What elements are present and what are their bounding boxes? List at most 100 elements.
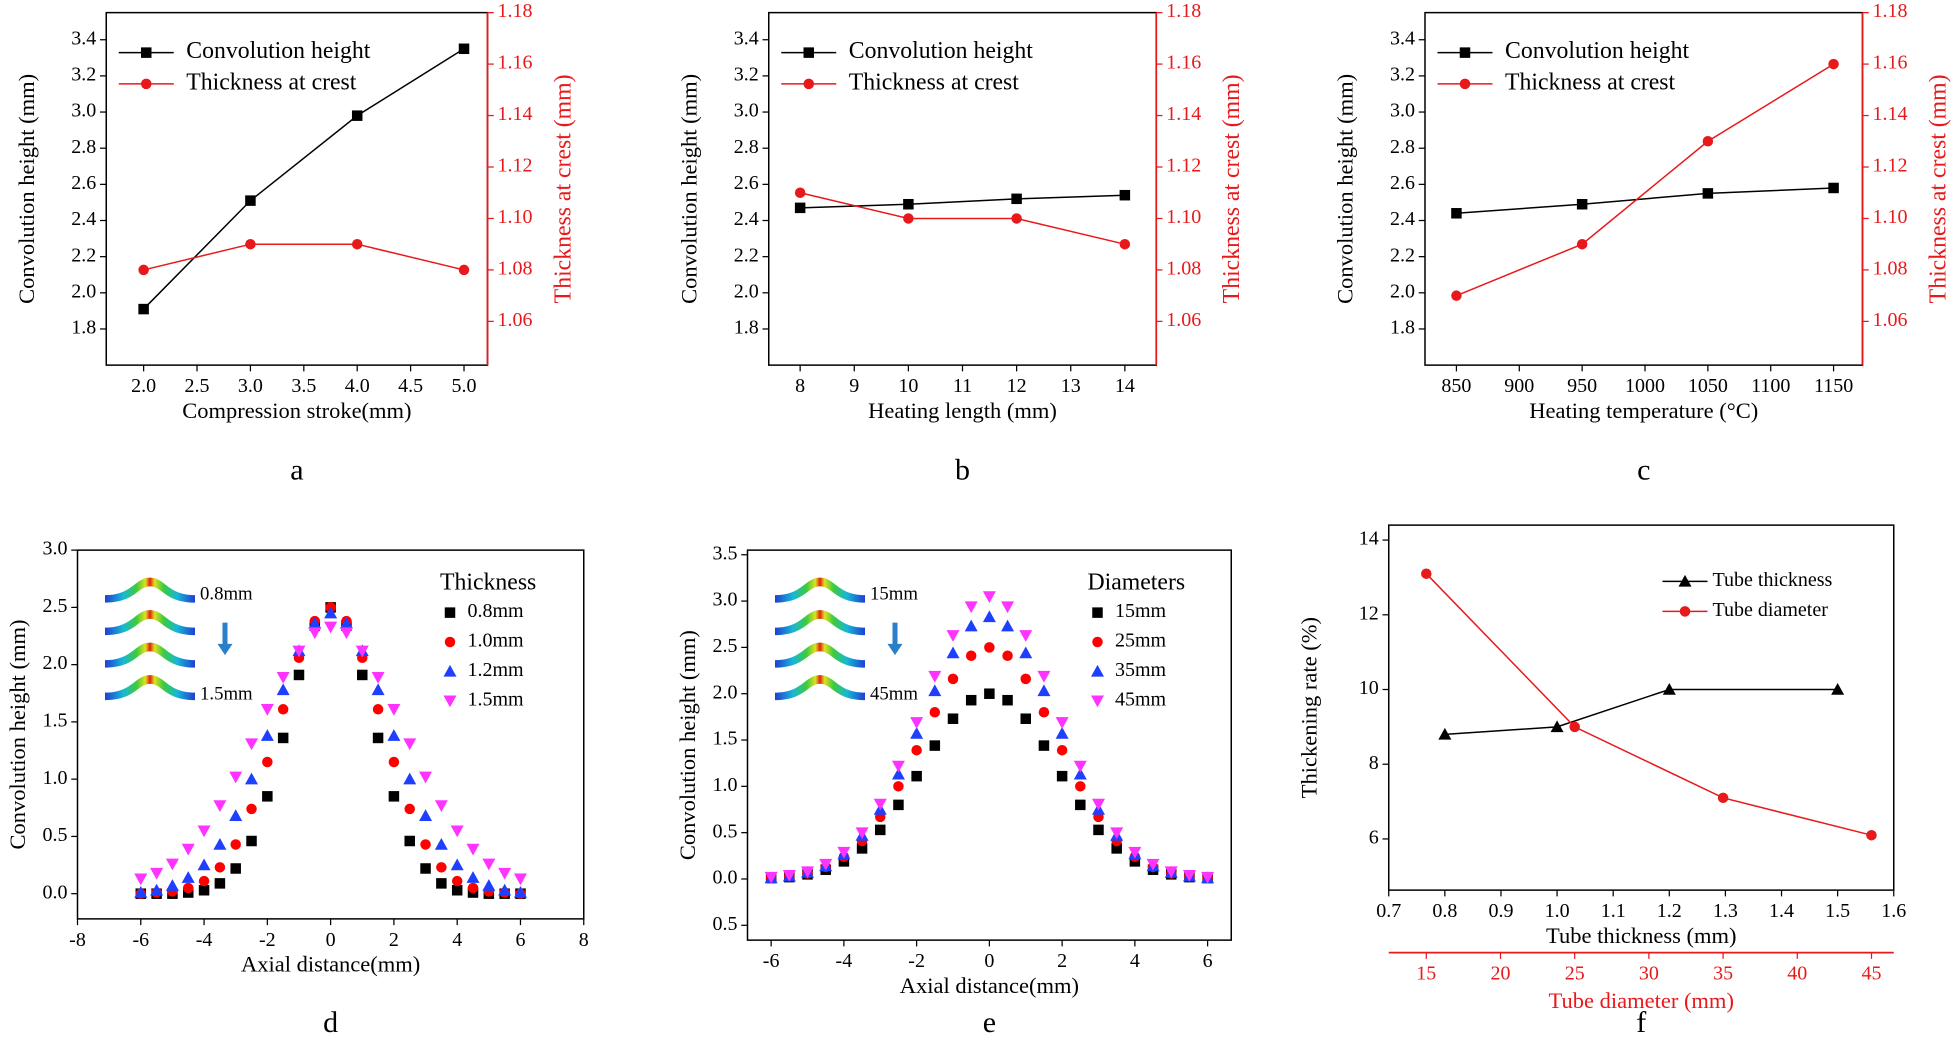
y-tick-label: 1.8	[71, 317, 96, 339]
y-tick-label: 1.5	[43, 709, 68, 731]
marker	[1110, 827, 1124, 840]
marker	[387, 729, 401, 741]
x-tick-label: 1.2	[1657, 900, 1682, 922]
marker	[262, 756, 273, 768]
marker	[372, 732, 384, 744]
y2-tick-label: 1.12	[1166, 155, 1201, 177]
x-tick-label: -4	[196, 929, 213, 951]
y-tick-label: 2.6	[1390, 172, 1415, 194]
marker	[444, 636, 456, 648]
marker	[308, 627, 322, 640]
x-tick-label: -2	[908, 950, 925, 972]
marker	[197, 825, 211, 838]
marker	[443, 664, 457, 677]
marker	[482, 858, 496, 871]
inset-shape	[775, 642, 865, 668]
x-tick-label: -6	[132, 929, 149, 951]
x2-tick-label: 30	[1639, 963, 1659, 985]
marker	[245, 238, 256, 250]
marker	[513, 886, 527, 898]
y2-tick-label: 1.18	[1873, 0, 1908, 22]
legend-label: Thickness at crest	[1505, 69, 1676, 95]
marker	[403, 738, 417, 751]
y2-tick-label: 1.18	[1166, 0, 1201, 22]
y2-tick-label: 1.16	[1873, 52, 1908, 74]
marker	[1056, 744, 1068, 756]
y2-tick-label: 1.10	[1873, 206, 1908, 228]
marker	[1828, 182, 1839, 194]
marker	[764, 871, 778, 884]
marker	[1119, 238, 1131, 250]
marker	[947, 673, 959, 685]
x-tick-label: 1050	[1688, 375, 1728, 397]
marker	[498, 867, 512, 880]
marker	[903, 198, 914, 210]
marker	[339, 616, 353, 629]
y-tick-label: 3.2	[71, 63, 96, 85]
marker	[911, 770, 922, 782]
y-tick-label: 3.4	[71, 27, 96, 49]
legend-label: 1.5mm	[468, 688, 525, 710]
y2-tick-label: 1.18	[498, 0, 533, 22]
panel-label: a	[290, 454, 303, 487]
panel-label: b	[955, 454, 970, 487]
x2-tick-label: 20	[1490, 963, 1510, 985]
marker	[1002, 694, 1013, 706]
y2-tick-label: 1.14	[498, 103, 533, 125]
series-line	[1444, 688, 1838, 736]
marker	[138, 264, 149, 276]
marker	[467, 882, 479, 894]
marker	[451, 884, 463, 896]
marker	[1092, 607, 1103, 618]
marker	[420, 839, 431, 850]
inset-arrow-head	[887, 643, 903, 656]
marker	[801, 866, 815, 879]
marker	[498, 883, 512, 896]
y2-tick-label: 1.12	[498, 155, 533, 177]
marker	[150, 883, 164, 896]
inset-shape	[775, 577, 865, 603]
marker	[1576, 198, 1588, 210]
marker	[911, 744, 922, 756]
marker	[214, 878, 226, 889]
marker	[794, 202, 806, 214]
y-tick-label: 2.4	[1390, 208, 1415, 230]
y-tick-label: 2.0	[734, 280, 759, 302]
x2-tick-label: 40	[1787, 963, 1807, 985]
x-tick-label: 1.0	[1545, 900, 1570, 922]
marker	[339, 627, 353, 640]
x-tick-label: 4.5	[398, 375, 423, 397]
y-tick-label: 2.8	[1390, 136, 1415, 158]
marker	[803, 47, 814, 58]
y2-tick-label: 1.14	[1166, 103, 1201, 125]
marker	[466, 843, 480, 856]
marker	[1866, 829, 1877, 841]
inset-shape	[775, 675, 865, 701]
x-tick-label: 2	[1057, 950, 1067, 972]
marker	[245, 738, 259, 751]
marker	[855, 827, 869, 840]
y-tick-label: 2.0	[713, 681, 738, 703]
marker	[1111, 843, 1122, 854]
marker	[419, 771, 433, 784]
x-tick-label: 900	[1504, 375, 1534, 397]
marker	[984, 642, 995, 653]
x-tick-label: 11	[953, 375, 972, 397]
x-tick-label: 1.1	[1601, 900, 1626, 922]
marker	[1828, 58, 1839, 70]
marker	[229, 809, 243, 822]
marker	[150, 867, 164, 880]
y-tick-label: 0.5	[713, 820, 738, 842]
marker	[388, 791, 400, 802]
marker	[1055, 727, 1069, 739]
y-tick-label: 2.4	[71, 208, 96, 230]
marker	[1091, 798, 1105, 811]
panel-label: f	[1636, 1006, 1646, 1039]
x-tick-label: 850	[1441, 375, 1471, 397]
marker	[1717, 792, 1729, 804]
y-axis-label: Convolution height (mm)	[14, 74, 39, 304]
marker	[893, 799, 904, 811]
x-tick-label: 3.0	[238, 375, 263, 397]
y2-tick-label: 1.10	[1166, 206, 1201, 228]
marker	[134, 873, 148, 886]
